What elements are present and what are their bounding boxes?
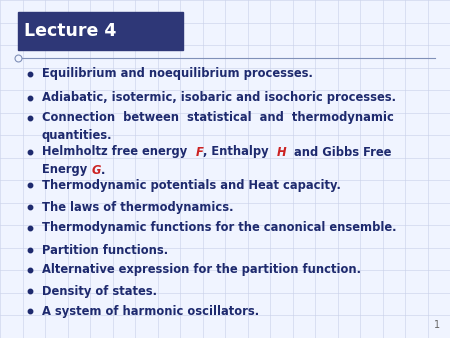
Text: .: . <box>101 164 105 176</box>
Text: , Enthalpy: , Enthalpy <box>203 145 277 159</box>
Text: 1: 1 <box>434 320 440 330</box>
Text: Helmholtz free energy: Helmholtz free energy <box>42 145 195 159</box>
Text: Adiabatic, isotermic, isobaric and isochoric processes.: Adiabatic, isotermic, isobaric and isoch… <box>42 92 396 104</box>
FancyBboxPatch shape <box>18 12 183 50</box>
Text: Energy: Energy <box>42 164 91 176</box>
Text: G: G <box>91 164 101 176</box>
Text: The laws of thermodynamics.: The laws of thermodynamics. <box>42 200 234 214</box>
Text: Thermodynamic functions for the canonical ensemble.: Thermodynamic functions for the canonica… <box>42 221 396 235</box>
Text: Density of states.: Density of states. <box>42 285 157 297</box>
Text: Equilibrium and noequilibrium processes.: Equilibrium and noequilibrium processes. <box>42 68 313 80</box>
Text: Partition functions.: Partition functions. <box>42 243 168 257</box>
Text: Thermodynamic potentials and Heat capacity.: Thermodynamic potentials and Heat capaci… <box>42 178 341 192</box>
Text: H: H <box>277 145 286 159</box>
Text: Alternative expression for the partition function.: Alternative expression for the partition… <box>42 264 361 276</box>
Text: Lecture 4: Lecture 4 <box>24 22 117 40</box>
Text: and Gibbs Free: and Gibbs Free <box>286 145 392 159</box>
Text: quantities.: quantities. <box>42 129 112 143</box>
Text: A system of harmonic oscillators.: A system of harmonic oscillators. <box>42 305 259 317</box>
Text: Connection  between  statistical  and  thermodynamic: Connection between statistical and therm… <box>42 112 394 124</box>
Text: F: F <box>195 145 203 159</box>
